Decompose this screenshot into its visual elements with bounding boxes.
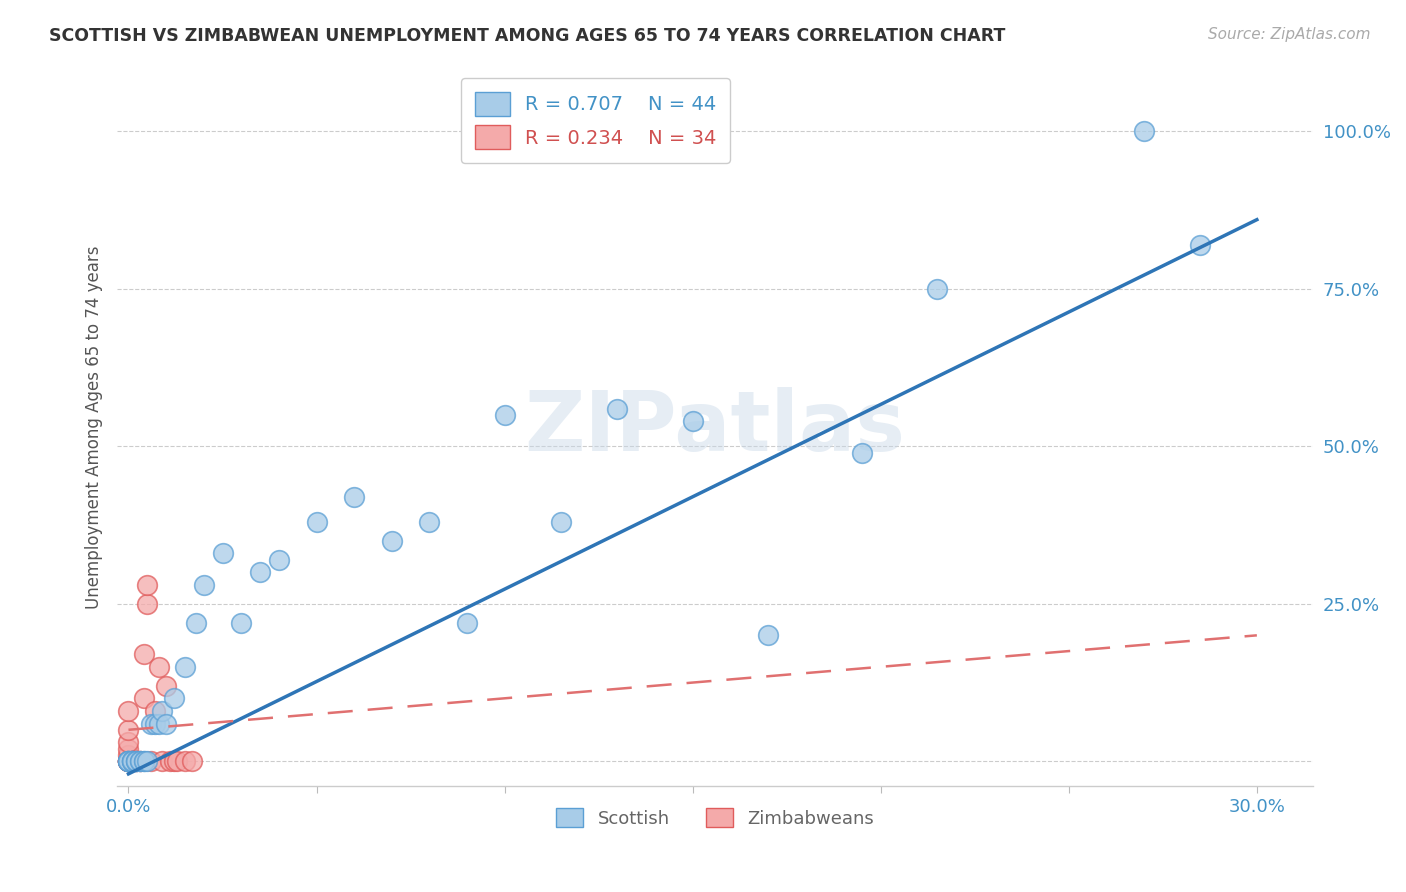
Point xyxy=(1133,124,1156,138)
Point xyxy=(128,754,150,768)
Point xyxy=(851,446,873,460)
Point xyxy=(305,515,328,529)
Point xyxy=(117,754,139,768)
Point xyxy=(121,754,143,768)
Point xyxy=(117,754,139,768)
Y-axis label: Unemployment Among Ages 65 to 74 years: Unemployment Among Ages 65 to 74 years xyxy=(86,246,103,609)
Point xyxy=(117,754,139,768)
Point xyxy=(494,408,516,422)
Point xyxy=(125,754,148,768)
Point xyxy=(117,754,139,768)
Point xyxy=(143,716,166,731)
Text: Source: ZipAtlas.com: Source: ZipAtlas.com xyxy=(1208,27,1371,42)
Point xyxy=(418,515,440,529)
Point xyxy=(121,754,143,768)
Point xyxy=(117,735,139,749)
Point xyxy=(267,553,290,567)
Point xyxy=(343,490,366,504)
Point xyxy=(550,515,572,529)
Point xyxy=(193,578,215,592)
Point xyxy=(174,660,197,674)
Point xyxy=(132,647,155,661)
Point xyxy=(117,704,139,718)
Legend: Scottish, Zimbabweans: Scottish, Zimbabweans xyxy=(548,801,882,835)
Point xyxy=(231,615,253,630)
Point xyxy=(150,754,173,768)
Point xyxy=(117,741,139,756)
Point xyxy=(121,754,143,768)
Point xyxy=(143,704,166,718)
Point xyxy=(927,282,949,296)
Point xyxy=(128,754,150,768)
Point xyxy=(381,533,404,548)
Point xyxy=(150,704,173,718)
Point xyxy=(682,414,704,428)
Point xyxy=(117,723,139,737)
Point xyxy=(117,754,139,768)
Point xyxy=(186,615,208,630)
Point xyxy=(181,754,204,768)
Point xyxy=(139,716,162,731)
Point xyxy=(159,754,181,768)
Point xyxy=(606,401,628,416)
Point xyxy=(121,754,143,768)
Point xyxy=(132,754,155,768)
Point xyxy=(174,754,197,768)
Point xyxy=(456,615,478,630)
Point xyxy=(162,754,184,768)
Point xyxy=(136,754,159,768)
Point xyxy=(121,754,143,768)
Point xyxy=(128,754,150,768)
Point xyxy=(117,754,139,768)
Point xyxy=(148,716,170,731)
Point xyxy=(136,578,159,592)
Point xyxy=(1189,238,1212,252)
Point xyxy=(121,754,143,768)
Point xyxy=(128,754,150,768)
Point xyxy=(166,754,188,768)
Text: SCOTTISH VS ZIMBABWEAN UNEMPLOYMENT AMONG AGES 65 TO 74 YEARS CORRELATION CHART: SCOTTISH VS ZIMBABWEAN UNEMPLOYMENT AMON… xyxy=(49,27,1005,45)
Point xyxy=(136,597,159,611)
Point xyxy=(125,754,148,768)
Point xyxy=(249,566,271,580)
Point xyxy=(125,754,148,768)
Point xyxy=(162,691,184,706)
Point xyxy=(117,754,139,768)
Point xyxy=(155,716,177,731)
Point xyxy=(155,679,177,693)
Point xyxy=(117,754,139,768)
Point xyxy=(756,628,779,642)
Point xyxy=(117,754,139,768)
Point xyxy=(117,754,139,768)
Point xyxy=(121,754,143,768)
Point xyxy=(125,754,148,768)
Point xyxy=(125,754,148,768)
Point xyxy=(211,546,233,560)
Point xyxy=(132,754,155,768)
Point xyxy=(132,691,155,706)
Point xyxy=(121,754,143,768)
Text: ZIPatlas: ZIPatlas xyxy=(524,387,905,468)
Point xyxy=(117,754,139,768)
Point xyxy=(148,660,170,674)
Point xyxy=(117,754,139,768)
Point xyxy=(139,754,162,768)
Point xyxy=(117,747,139,762)
